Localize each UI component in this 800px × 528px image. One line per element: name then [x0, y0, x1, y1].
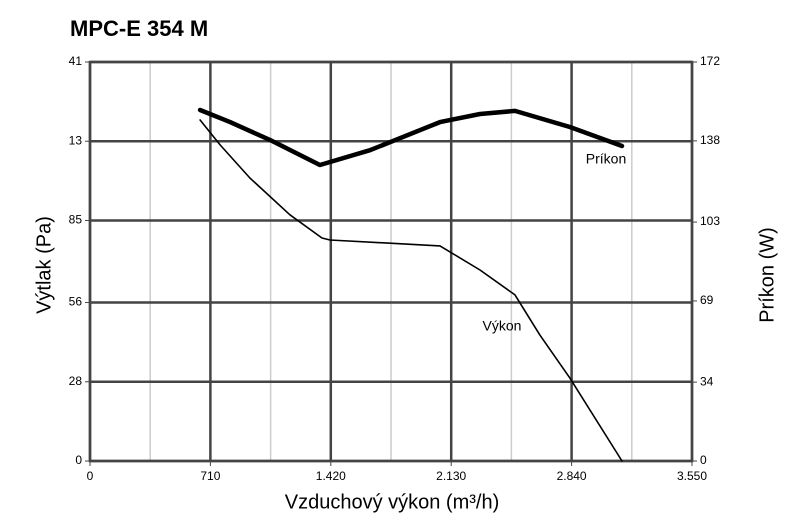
x-tick-label: 3.550: [677, 469, 707, 483]
x-tick-label: 2.130: [436, 469, 466, 483]
y-tick-label: 85: [69, 213, 83, 227]
y-tick-label: 28: [69, 374, 83, 388]
series-label: Výkon: [483, 318, 522, 334]
y2-axis-label: Príkon (W): [756, 227, 778, 323]
plot-frame: [88, 60, 694, 463]
y-axis-label: Výtlak (Pa): [33, 216, 55, 314]
series-line: [197, 107, 625, 168]
y-tick-label: 41: [69, 54, 83, 68]
x-tick-label: 1.420: [316, 469, 346, 483]
x-tick-label: 710: [200, 469, 220, 483]
y-tick-label: 13: [69, 133, 83, 147]
series-line: [199, 119, 623, 462]
x-tick-label: 2.840: [557, 469, 587, 483]
chart-title: MPC-E 354 M: [70, 16, 208, 41]
y2-tick-label: 138: [700, 133, 720, 147]
y-tick-label: 56: [69, 295, 83, 309]
x-tick-label: 0: [87, 469, 94, 483]
y2-tick-label: 34: [700, 374, 714, 388]
y2-tick-label: 69: [700, 293, 714, 307]
y2-tick-label: 172: [700, 54, 720, 68]
series-label: Príkon: [586, 151, 626, 167]
x-axis-label: Vzduchový výkon (m³/h): [285, 491, 500, 513]
y2-tick-label: 0: [700, 453, 707, 467]
y2-tick-label: 103: [700, 214, 720, 228]
y-tick-label: 0: [75, 453, 82, 467]
